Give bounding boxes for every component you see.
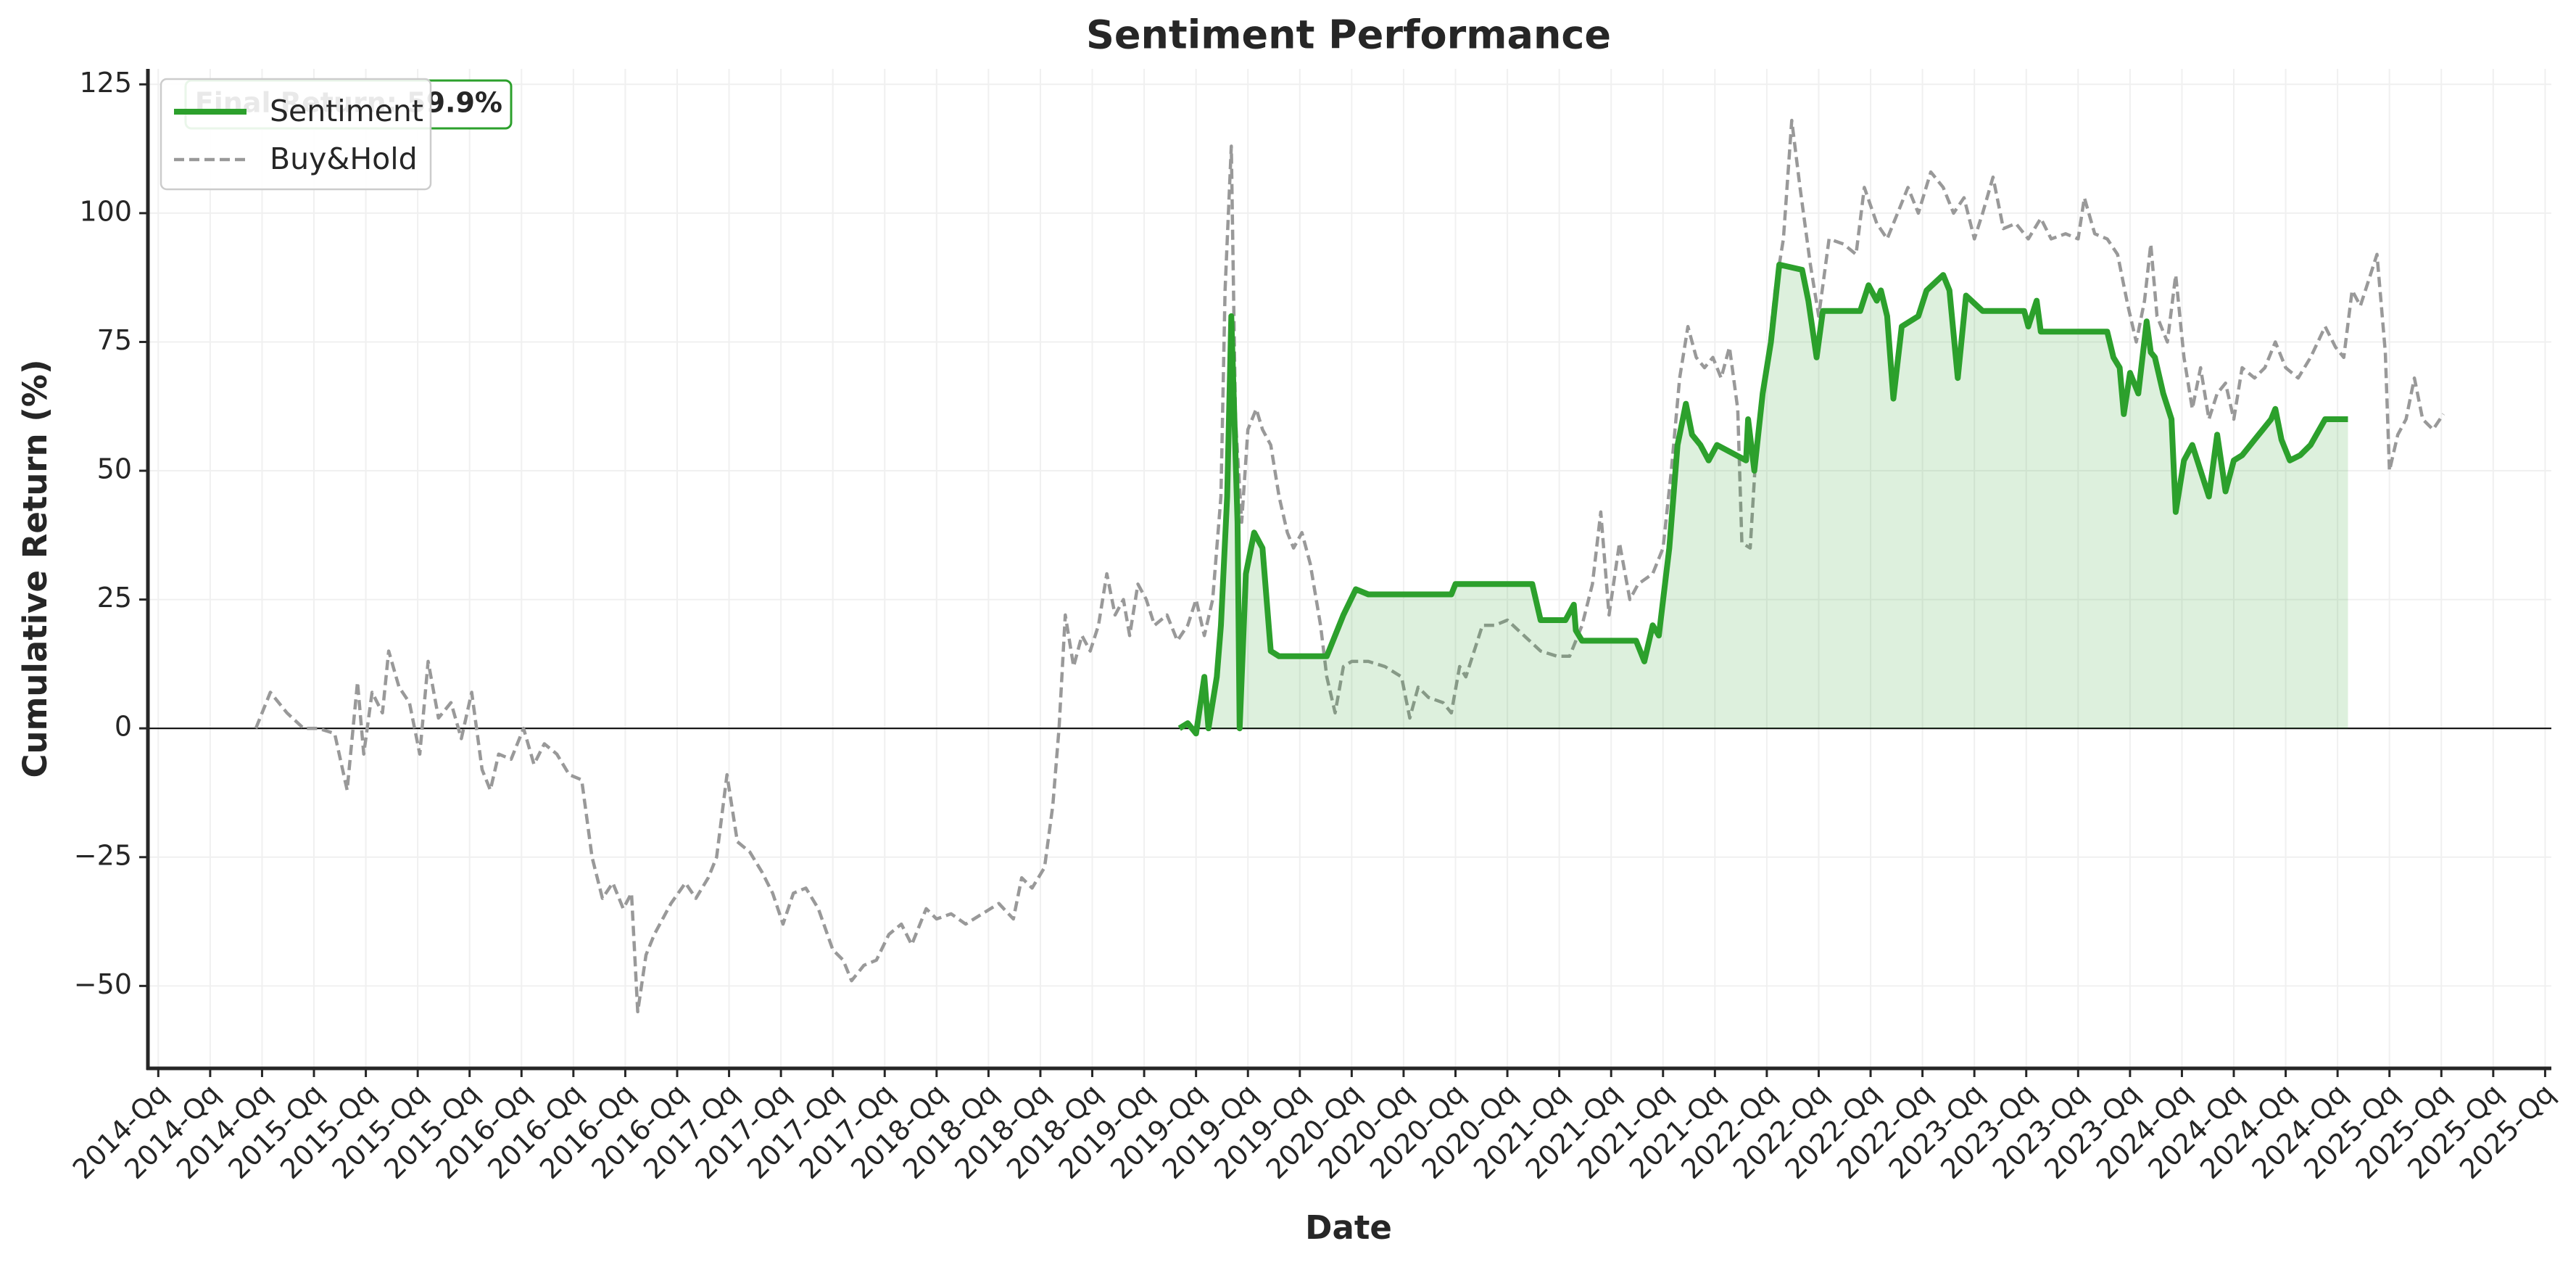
plot-area [148, 118, 2551, 1014]
y-tick-label: 50 [97, 453, 132, 485]
y-tick-label: 100 [79, 195, 132, 227]
legend-label: Sentiment [270, 94, 423, 128]
y-tick-label: −25 [74, 839, 132, 871]
area-fill [1179, 264, 2348, 734]
y-tick-label: 25 [97, 582, 132, 614]
y-axis-label: Cumulative Return (%) [16, 359, 54, 778]
series-line [1177, 261, 2348, 737]
legend-box [160, 78, 432, 191]
series-line [254, 118, 2445, 1014]
y-tick-label: 125 [79, 67, 132, 99]
legend-label: Buy&Hold [270, 141, 418, 176]
y-tick-label: 75 [97, 324, 132, 356]
x-axis-label: Date [1305, 1208, 1392, 1247]
y-tick-label: 0 [115, 711, 132, 743]
y-tick-label: −50 [74, 968, 132, 1000]
chart-title: Sentiment Performance [1086, 12, 1611, 58]
